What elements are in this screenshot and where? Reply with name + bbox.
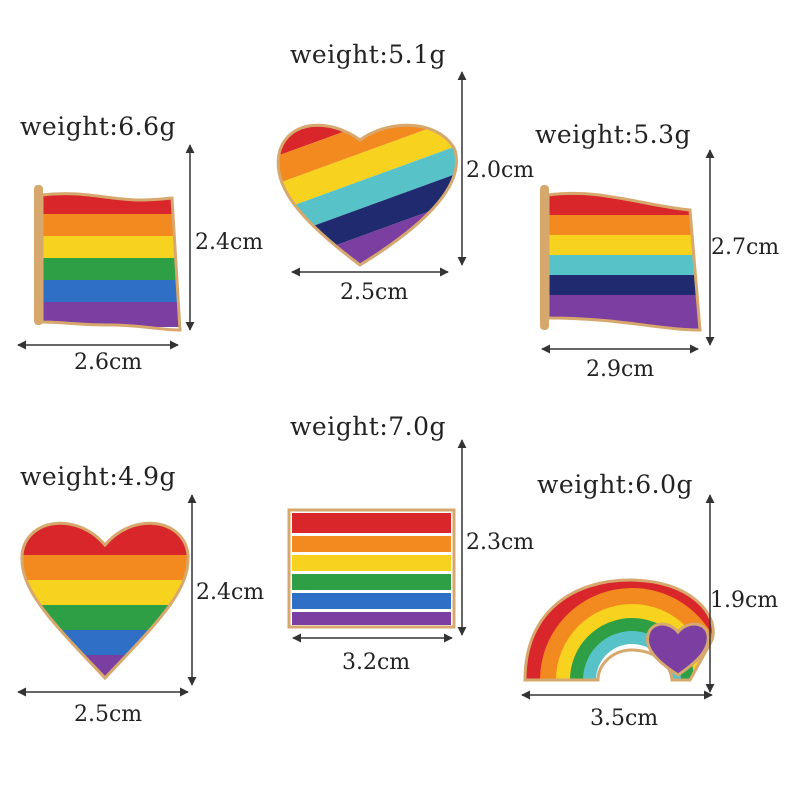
height-label-1: 2.4cm [195,230,264,255]
width-label-5: 3.2cm [342,650,411,675]
pin-flag-1 [34,185,182,332]
weight-label-2: weight:5.1g [290,40,447,69]
width-label-1: 2.6cm [74,350,143,375]
height-label-3: 2.7cm [711,235,780,260]
weight-label-4: weight:4.9g [20,462,177,491]
weight-label-5: weight:7.0g [290,412,447,441]
height-label-4: 2.4cm [196,580,265,605]
pin-rainbow [523,578,715,682]
width-label-3: 2.9cm [586,357,655,382]
pin-flag-2 [540,185,702,332]
width-label-6: 3.5cm [590,706,659,731]
height-label-2: 2.0cm [466,158,535,183]
weight-label-1: weight:6.6g [20,112,177,141]
height-label-6: 1.9cm [710,588,779,613]
pin-rectangle-flag [287,508,456,629]
weight-label-6: weight:6.0g [537,470,694,499]
pin-heart-2 [20,521,190,681]
height-label-5: 2.3cm [466,530,535,555]
weight-label-3: weight:5.3g [535,120,692,149]
width-label-4: 2.5cm [74,702,143,727]
width-label-2: 2.5cm [340,280,409,305]
